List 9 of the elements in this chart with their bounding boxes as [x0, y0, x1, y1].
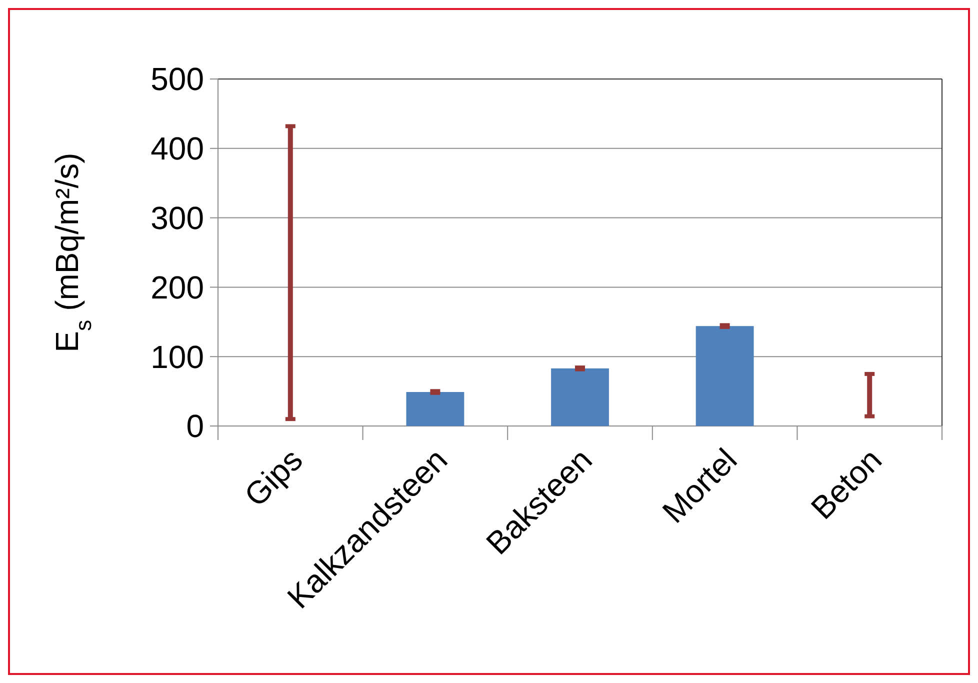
y-tick-label: 100 [150, 338, 204, 375]
y-tick-label: 500 [150, 61, 204, 98]
y-tick-label: 200 [150, 269, 204, 306]
y-tick-label: 300 [150, 200, 204, 236]
bar [406, 392, 464, 426]
y-tick-label: 0 [186, 408, 204, 444]
bar [551, 368, 609, 426]
y-tick-label: 400 [150, 130, 204, 167]
bar [696, 326, 754, 426]
